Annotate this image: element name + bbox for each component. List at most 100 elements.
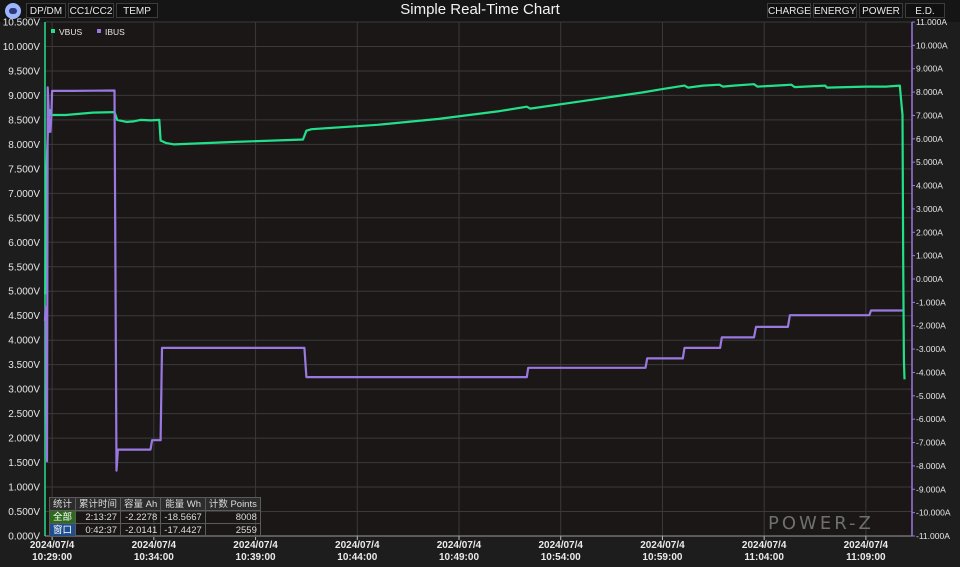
legend-label-vbus: VBUS xyxy=(59,27,82,37)
x-tick-label-date: 2024/07/4 xyxy=(742,540,787,551)
stats-row-window: 窗口 0:42:37 -2.0141 -17.4427 2559 xyxy=(48,523,261,537)
y-right-tick-label: 10.000A xyxy=(916,40,948,50)
y-left-tick-label: 4.500V xyxy=(8,311,40,322)
legend-swatch-vbus xyxy=(51,29,55,33)
watermark-logo: POWER-Z xyxy=(768,513,874,534)
x-tick-label-time: 10:39:00 xyxy=(236,552,276,563)
tab-cc1-cc2[interactable]: CC1/CC2 xyxy=(68,3,114,18)
y-right-tick-label: -10.000A xyxy=(916,508,951,518)
stats-header: 累计时间 xyxy=(75,497,122,511)
plot-background xyxy=(45,22,912,536)
legend-label-ibus: IBUS xyxy=(105,27,125,37)
y-right-tick-label: 8.000A xyxy=(916,87,943,97)
x-tick-label-time: 10:29:00 xyxy=(32,552,72,563)
stats-time: 2:13:27 xyxy=(75,510,122,524)
y-right-tick-label: -6.000A xyxy=(916,414,946,424)
y-left-tick-label: 3.000V xyxy=(8,385,40,396)
y-right-tick-label: -9.000A xyxy=(916,484,946,494)
stats-capacity: -2.0141 xyxy=(120,523,162,537)
stats-header: 统计 xyxy=(48,497,77,511)
stats-row-all: 全部 2:13:27 -2.2278 -18.5667 8008 xyxy=(48,510,261,524)
x-tick-label-time: 10:59:00 xyxy=(642,552,682,563)
y-left-tick-label: 0.500V xyxy=(8,507,40,518)
y-right-tick-label: -3.000A xyxy=(916,344,946,354)
x-tick-label-time: 10:49:00 xyxy=(439,552,479,563)
y-right-tick-label: 6.000A xyxy=(916,134,943,144)
stats-energy: -18.5667 xyxy=(160,510,206,524)
x-tick-label-date: 2024/07/4 xyxy=(132,540,177,551)
x-tick-label-date: 2024/07/4 xyxy=(335,540,380,551)
stats-points: 2559 xyxy=(204,523,261,537)
y-left-tick-label: 1.000V xyxy=(8,483,40,494)
stats-row-label: 窗口 xyxy=(48,523,77,537)
y-right-tick-label: -7.000A xyxy=(916,438,946,448)
y-right-tick-label: 9.000A xyxy=(916,64,943,74)
tab-charge[interactable]: CHARGE xyxy=(767,3,811,18)
y-left-tick-label: 9.000V xyxy=(8,91,40,102)
y-left-tick-label: 1.500V xyxy=(8,458,40,469)
y-right-tick-label: 2.000A xyxy=(916,227,943,237)
x-tick-label-date: 2024/07/4 xyxy=(437,540,482,551)
series-line-ibus xyxy=(43,86,903,472)
y-left-tick-label: 6.000V xyxy=(8,238,40,249)
app-logo-icon[interactable] xyxy=(5,3,21,19)
y-left-tick-label: 7.000V xyxy=(8,189,40,200)
stats-energy: -17.4427 xyxy=(160,523,206,537)
stats-table: 统计 累计时间 容量 Ah 能量 Wh 计数 Points 全部 2:13:27… xyxy=(48,497,261,537)
y-right-tick-label: -2.000A xyxy=(916,321,946,331)
y-left-tick-label: 8.500V xyxy=(8,115,40,126)
x-tick-label-time: 10:44:00 xyxy=(337,552,377,563)
x-tick-label-date: 2024/07/4 xyxy=(640,540,685,551)
y-right-tick-label: -5.000A xyxy=(916,391,946,401)
tab-energy[interactable]: ENERGY xyxy=(813,3,857,18)
y-left-tick-label: 0.000V xyxy=(8,532,40,543)
y-right-tick-label: -11.000A xyxy=(916,531,950,541)
x-tick-label-date: 2024/07/4 xyxy=(233,540,278,551)
y-right-tick-label: -8.000A xyxy=(916,461,946,471)
y-left-tick-label: 5.000V xyxy=(8,287,40,298)
top-toolbar xyxy=(0,0,960,22)
stats-row-label: 全部 xyxy=(48,510,77,524)
tab-ed[interactable]: E.D. xyxy=(905,3,945,18)
y-left-tick-label: 6.500V xyxy=(8,213,40,224)
y-right-tick-label: 4.000A xyxy=(916,181,943,191)
series-line-vbus xyxy=(43,83,906,380)
x-tick-label-time: 11:04:00 xyxy=(744,552,784,563)
stats-header: 容量 Ah xyxy=(120,497,162,511)
chart-title: Simple Real-Time Chart xyxy=(400,1,560,18)
y-right-tick-label: 11.000A xyxy=(916,17,947,27)
y-right-tick-label: -1.000A xyxy=(916,297,946,307)
y-right-tick-label: 1.000A xyxy=(916,251,943,261)
tab-dp-dm[interactable]: DP/DM xyxy=(26,3,66,18)
y-left-tick-label: 2.500V xyxy=(8,409,40,420)
legend-swatch-ibus xyxy=(97,29,101,33)
stats-header-row: 统计 累计时间 容量 Ah 能量 Wh 计数 Points xyxy=(48,497,261,511)
y-right-tick-label: 3.000A xyxy=(916,204,943,214)
y-right-tick-label: 0.000A xyxy=(916,274,943,284)
y-left-tick-label: 8.000V xyxy=(8,140,40,151)
x-tick-label-time: 10:34:00 xyxy=(134,552,174,563)
y-left-tick-label: 5.500V xyxy=(8,262,40,273)
x-tick-label-date: 2024/07/4 xyxy=(30,540,75,551)
y-left-tick-label: 9.500V xyxy=(8,66,40,77)
stats-header: 能量 Wh xyxy=(160,497,206,511)
y-left-tick-label: 7.500V xyxy=(8,164,40,175)
x-tick-label-time: 10:54:00 xyxy=(541,552,581,563)
x-tick-label-time: 11:09:00 xyxy=(846,552,886,563)
stats-time: 0:42:37 xyxy=(75,523,122,537)
tab-temp[interactable]: TEMP xyxy=(116,3,158,18)
y-left-tick-label: 3.500V xyxy=(8,360,40,371)
y-right-tick-label: -4.000A xyxy=(916,367,946,377)
stats-points: 8008 xyxy=(204,510,261,524)
tab-power[interactable]: POWER xyxy=(859,3,903,18)
y-left-tick-label: 10.500V xyxy=(3,18,41,29)
stats-header: 计数 Points xyxy=(204,497,261,511)
y-right-tick-label: 7.000A xyxy=(916,110,943,120)
stats-capacity: -2.2278 xyxy=(120,510,162,524)
y-right-tick-label: 5.000A xyxy=(916,157,943,167)
x-tick-label-date: 2024/07/4 xyxy=(538,540,583,551)
y-left-tick-label: 2.000V xyxy=(8,434,40,445)
x-tick-label-date: 2024/07/4 xyxy=(844,540,889,551)
y-left-tick-label: 4.000V xyxy=(8,336,40,347)
